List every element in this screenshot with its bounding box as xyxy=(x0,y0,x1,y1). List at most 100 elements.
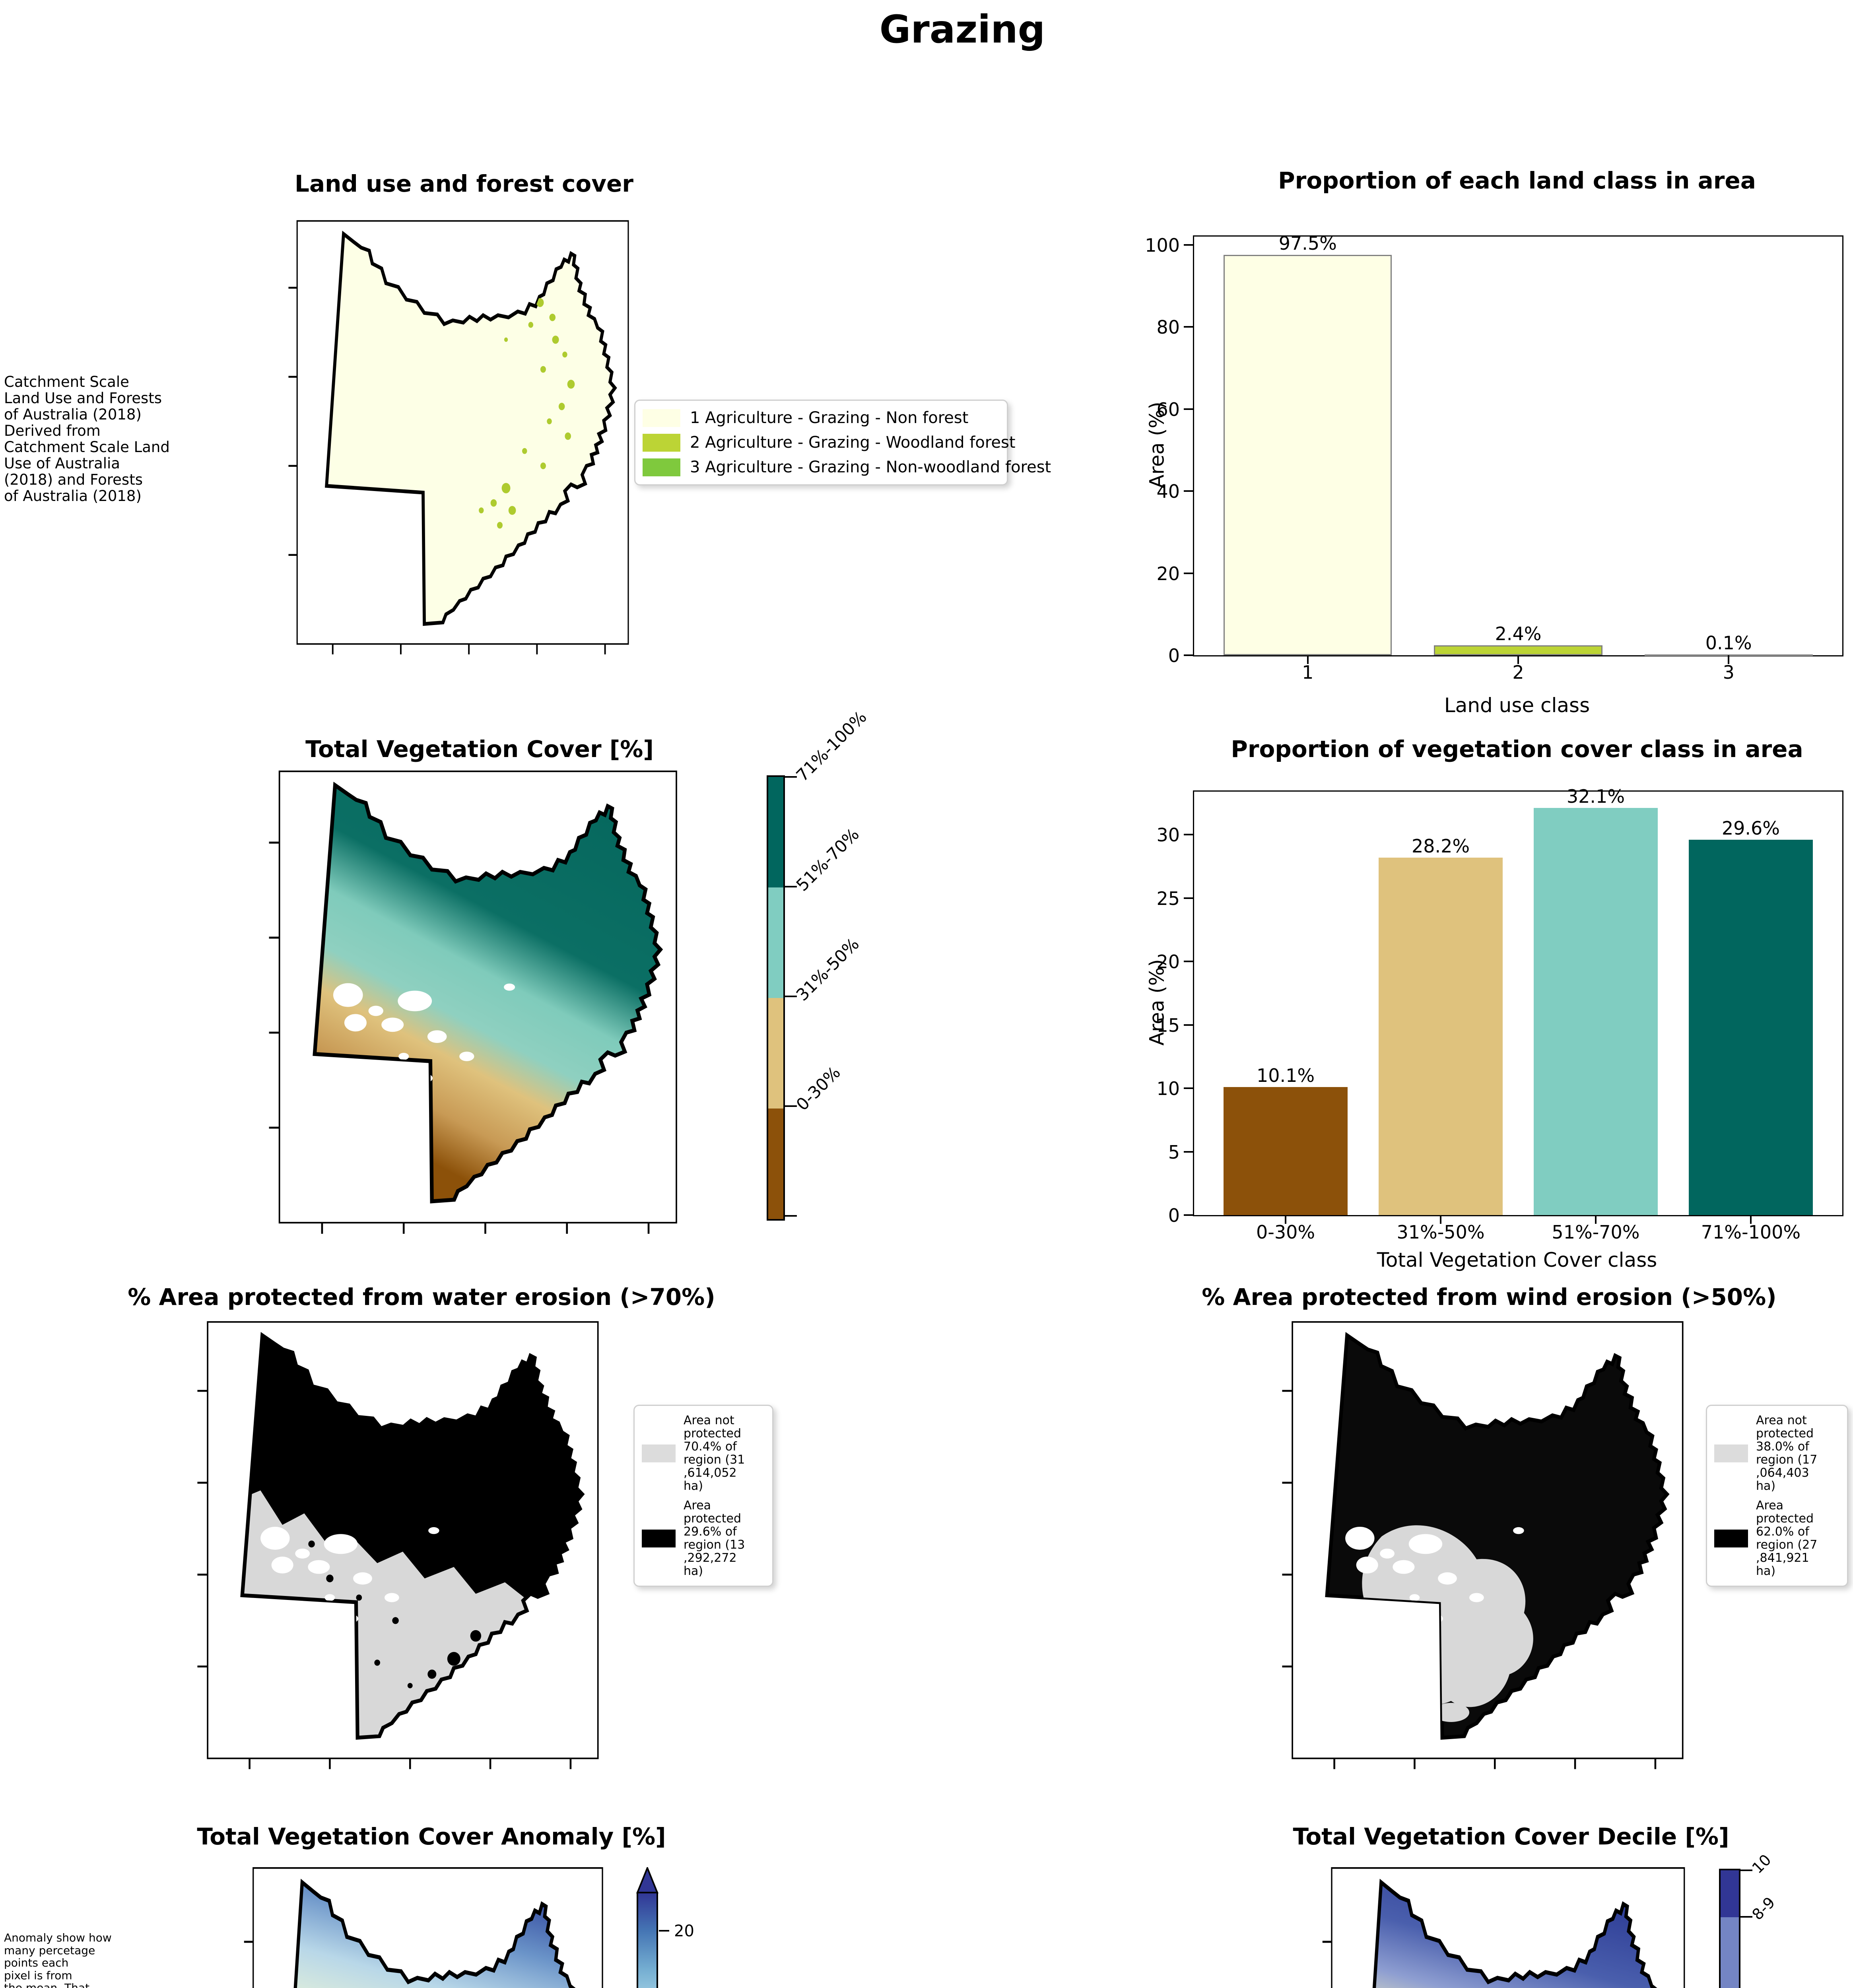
y-tick xyxy=(1184,897,1194,899)
bar-value-label: 10.1% xyxy=(1256,1064,1315,1086)
colorbar-segment-31%-50% xyxy=(768,998,783,1109)
bar-value-label: 0.1% xyxy=(1705,632,1752,654)
veg-cover-colorbar: 71%-100% 51%-70% 31%-50% 0-30% xyxy=(767,707,870,1221)
x-tick-label: 1 xyxy=(1302,662,1314,683)
page-title: Grazing xyxy=(879,7,1045,52)
y-tick xyxy=(1184,1214,1194,1216)
colorbar-segment-71%-100% xyxy=(768,777,783,887)
y-tick-label: 15 xyxy=(1156,1014,1180,1036)
bar-value-label: 97.5% xyxy=(1278,233,1337,254)
land-use-map-title: Land use and forest cover xyxy=(294,170,634,197)
x-tick xyxy=(1440,1215,1442,1224)
anomaly-map-title: Total Vegetation Cover Anomaly [%] xyxy=(197,1823,666,1850)
colorbar-tick xyxy=(785,776,797,778)
bar-0-30% xyxy=(1224,1087,1348,1215)
y-tick xyxy=(1184,1151,1194,1153)
y-tick xyxy=(1184,1087,1194,1089)
legend-label: Area protected 62.0% of region (27 ,841,… xyxy=(1756,1499,1818,1578)
y-tick xyxy=(1184,654,1194,656)
y-tick-label: 0 xyxy=(1168,645,1180,666)
y-tick xyxy=(1184,326,1194,328)
y-tick xyxy=(1184,490,1194,492)
bar-31%-50% xyxy=(1379,857,1503,1215)
anomaly-cbar-label: 20 xyxy=(674,1922,694,1940)
colorbar-tick xyxy=(785,1105,797,1107)
legend-item-not-protected: Area not protected 70.4% of region (31 ,… xyxy=(642,1414,765,1493)
x-tick-label: 71%-100% xyxy=(1701,1221,1801,1243)
colorbar-segment-51%-70% xyxy=(768,887,783,998)
swatch-protected xyxy=(642,1529,676,1547)
bar-value-label: 2.4% xyxy=(1495,623,1542,645)
colorbar-tick xyxy=(785,886,797,887)
wind-erosion-title: % Area protected from wind erosion (>50%… xyxy=(1202,1283,1777,1310)
colorbar-tick xyxy=(785,996,797,997)
legend-item-woodland: 2 Agriculture - Grazing - Woodland fores… xyxy=(643,433,1016,452)
legend-label: 3 Agriculture - Grazing - Non-woodland f… xyxy=(690,458,1051,476)
legend-item-protected: Area protected 29.6% of region (13 ,292,… xyxy=(642,1499,765,1578)
veg-cover-map xyxy=(266,769,693,1239)
anomaly-map-canvas xyxy=(242,1867,603,1988)
bar-value-label: 28.2% xyxy=(1411,835,1470,857)
x-tick xyxy=(1595,1215,1597,1224)
x-tick-label: 0-30% xyxy=(1256,1221,1315,1243)
veg-class-chart-xlabel: Total Vegetation Cover class xyxy=(1377,1248,1657,1272)
water-erosion-title: % Area protected from water erosion (>70… xyxy=(128,1283,715,1310)
bar-1 xyxy=(1224,255,1392,655)
colorbar-tick xyxy=(785,1215,797,1217)
y-tick xyxy=(1184,834,1194,836)
legend-item-protected: Area protected 62.0% of region (27 ,841,… xyxy=(1714,1499,1840,1578)
x-tick xyxy=(1517,655,1519,664)
water-erosion-map-canvas xyxy=(195,1321,599,1774)
y-tick-label: 100 xyxy=(1145,234,1180,256)
veg-cover-map-title: Total Vegetation Cover [%] xyxy=(305,736,654,763)
land-class-chart: 0 20 40 60 80 100 97.5% 1 2.4% 2 0.1% 3 xyxy=(1145,233,1843,683)
swatch-non-forest xyxy=(643,409,680,427)
bar-51%-70% xyxy=(1533,808,1658,1215)
y-tick-label: 20 xyxy=(1156,951,1180,973)
anomaly-map xyxy=(242,1866,617,1988)
colorbar-segment-0-30% xyxy=(768,1109,783,1219)
land-class-chart-ylabel: Area (%) xyxy=(1146,401,1169,488)
swatch-protected xyxy=(1714,1529,1748,1547)
y-tick-label: 80 xyxy=(1156,316,1180,338)
anomaly-colorbar: 20100−10−20 xyxy=(636,1866,755,1988)
wind-erosion-map xyxy=(1280,1320,1699,1774)
veg-class-chart-title: Proportion of vegetation cover class in … xyxy=(1231,736,1803,763)
colorbar-tick xyxy=(1740,1870,1752,1871)
y-tick-label: 30 xyxy=(1156,824,1180,846)
water-erosion-legend: Area not protected 70.4% of region (31 ,… xyxy=(633,1405,773,1587)
y-tick xyxy=(1184,961,1194,963)
colorbar-label: 10 xyxy=(1748,1851,1775,1877)
y-tick-label: 10 xyxy=(1156,1078,1180,1100)
colorbar-segment-8-9 xyxy=(1721,1917,1739,1988)
land-use-note: Catchment Scale Land Use and Forests of … xyxy=(4,373,170,505)
y-tick-label: 5 xyxy=(1168,1141,1180,1163)
land-use-map-canvas xyxy=(286,220,629,659)
x-tick-label: 31%-50% xyxy=(1397,1221,1485,1243)
x-tick xyxy=(1728,655,1730,664)
anomaly-note: Anomaly show how many percetage points e… xyxy=(4,1931,112,1988)
decile-colorbar: 108-94-72-31 xyxy=(1719,1851,1778,1988)
bar-value-label: 29.6% xyxy=(1721,817,1780,839)
x-tick xyxy=(1307,655,1309,664)
x-tick-label: 3 xyxy=(1723,662,1735,683)
y-tick xyxy=(1184,572,1194,574)
x-tick-label: 51%-70% xyxy=(1552,1221,1640,1243)
x-tick-label: 2 xyxy=(1512,662,1524,683)
bar-71%-100% xyxy=(1688,840,1813,1215)
y-tick-label: 40 xyxy=(1156,481,1180,503)
decile-map xyxy=(1320,1866,1699,1988)
y-tick-label: 20 xyxy=(1156,563,1180,584)
legend-label: 1 Agriculture - Grazing - Non forest xyxy=(690,409,969,427)
swatch-not-protected xyxy=(1714,1444,1748,1462)
legend-item-non-woodland: 3 Agriculture - Grazing - Non-woodland f… xyxy=(643,458,1051,476)
water-erosion-map xyxy=(195,1320,614,1774)
swatch-not-protected xyxy=(642,1444,676,1462)
land-class-chart-xlabel: Land use class xyxy=(1444,694,1590,717)
legend-item-not-protected: Area not protected 38.0% of region (17 ,… xyxy=(1714,1414,1840,1493)
y-tick xyxy=(1184,1024,1194,1026)
swatch-non-woodland xyxy=(643,458,680,476)
legend-label: Area not protected 38.0% of region (17 ,… xyxy=(1756,1413,1818,1493)
decile-map-title: Total Vegetation Cover Decile [%] xyxy=(1293,1823,1729,1850)
x-tick xyxy=(1750,1215,1752,1224)
